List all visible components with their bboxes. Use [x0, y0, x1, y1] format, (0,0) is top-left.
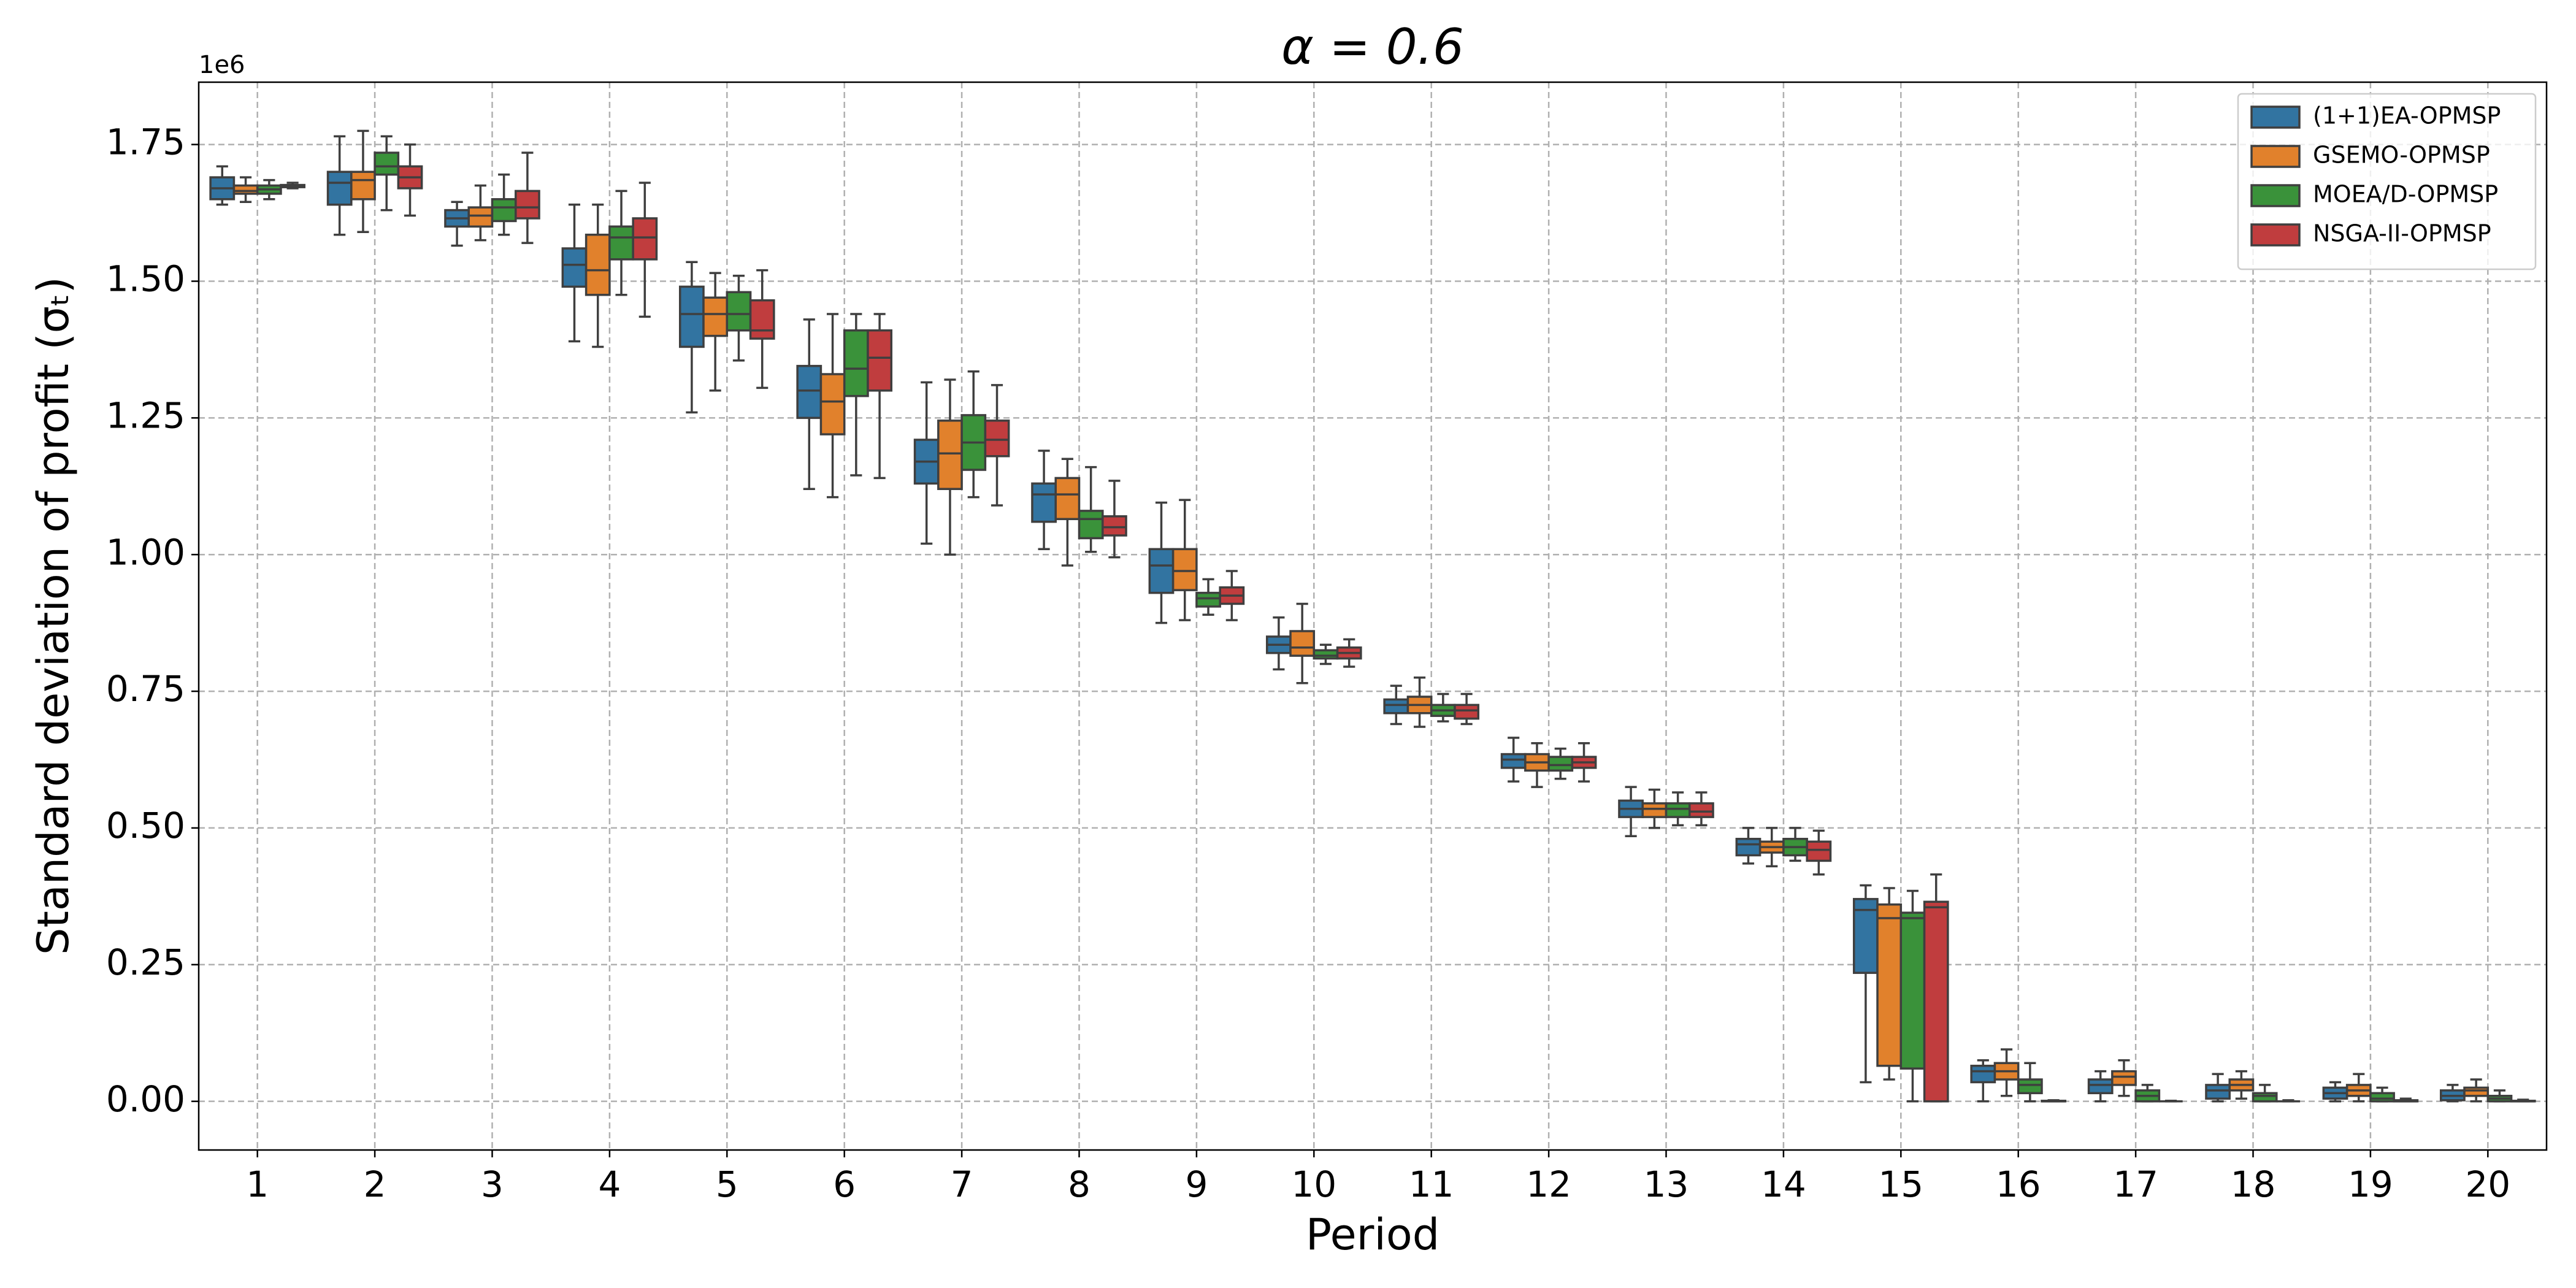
box: [326, 171, 353, 206]
box: [1547, 756, 1574, 772]
box: [1876, 903, 1903, 1067]
x-axis-label: Period: [1306, 1209, 1439, 1260]
y-offset-label: 1e6: [199, 51, 245, 79]
y-tick-label: 0.00: [106, 1078, 185, 1120]
box: [585, 233, 611, 296]
box: [1641, 802, 1668, 818]
box: [726, 291, 752, 332]
x-tick-label: 5: [716, 1163, 738, 1205]
legend-label: GSEMO-OPMSP: [2313, 142, 2490, 169]
box: [1735, 838, 1761, 857]
x-tick-label: 6: [833, 1163, 856, 1205]
y-tick-label: 0.50: [106, 805, 185, 846]
legend-label: (1+1)EA-OPMSP: [2313, 102, 2501, 129]
box: [819, 373, 846, 435]
y-tick-label: 0.75: [106, 668, 185, 710]
box: [2111, 1070, 2137, 1086]
box: [2369, 1092, 2395, 1103]
box: [1665, 802, 1691, 818]
box: [232, 184, 259, 195]
box: [632, 217, 658, 261]
box: [467, 206, 494, 228]
box: [1500, 753, 1527, 769]
x-tick-label: 19: [2348, 1163, 2393, 1205]
box: [1689, 802, 1714, 818]
box: [1383, 698, 1409, 715]
box: [702, 296, 729, 337]
box: [1806, 840, 1832, 862]
box: [937, 420, 963, 490]
legend-swatch: [2250, 184, 2301, 207]
x-tick-label: 4: [598, 1163, 621, 1205]
legend-label: NSGA-II-OPMSP: [2313, 220, 2491, 247]
x-tick-label: 15: [1878, 1163, 1923, 1205]
x-tick-label: 8: [1068, 1163, 1091, 1205]
box: [2252, 1092, 2278, 1103]
box: [867, 329, 893, 392]
box: [2087, 1078, 2114, 1095]
box: [796, 364, 822, 420]
chart-title: α = 0.6: [1281, 18, 1464, 75]
y-tick-label: 1.75: [106, 121, 185, 163]
box: [491, 198, 517, 223]
box: [1195, 591, 1221, 608]
box: [2205, 1084, 2231, 1100]
x-tick-label: 7: [951, 1163, 973, 1205]
box: [1923, 900, 1949, 1103]
y-tick-label: 1.25: [106, 394, 185, 436]
box: [1454, 703, 1480, 720]
x-tick-label: 2: [364, 1163, 386, 1205]
x-tick-label: 9: [1185, 1163, 1208, 1205]
legend-frame: [2237, 93, 2537, 270]
legend-swatch: [2250, 145, 2301, 168]
y-tick-label: 0.25: [106, 941, 185, 983]
x-tick-label: 20: [2465, 1163, 2510, 1205]
box: [1970, 1064, 1996, 1084]
box: [350, 171, 376, 201]
x-tick-label: 17: [2113, 1163, 2158, 1205]
x-tick-label: 10: [1291, 1163, 1336, 1205]
box: [1078, 510, 1104, 540]
box: [1054, 477, 1081, 521]
box: [749, 299, 775, 340]
box: [1148, 548, 1175, 594]
y-tick-label: 1.50: [106, 258, 185, 300]
box: [678, 285, 705, 348]
x-tick-label: 1: [246, 1163, 269, 1205]
box: [2017, 1078, 2043, 1095]
x-tick-label: 12: [1526, 1163, 1571, 1205]
x-tick-label: 16: [1996, 1163, 2041, 1205]
x-tick-label: 3: [481, 1163, 504, 1205]
box: [374, 151, 400, 176]
y-tick-label: 1.00: [106, 531, 185, 573]
box: [1313, 649, 1339, 660]
y-axis-label: Standard deviation of profit (σₜ): [28, 277, 79, 955]
box: [1899, 911, 1926, 1070]
legend: (1+1)EA-OPMSP GSEMO-OPMSP MOEA/D-OPMSP NSGA…: [2237, 93, 2537, 270]
box: [2463, 1086, 2490, 1097]
x-tick-label: 13: [1644, 1163, 1689, 1205]
x-tick-label: 14: [1761, 1163, 1806, 1205]
legend-swatch: [2250, 105, 2301, 129]
box: [1102, 515, 1127, 537]
box: [608, 225, 634, 261]
box: [515, 190, 540, 220]
x-tick-label: 11: [1409, 1163, 1454, 1205]
legend-swatch: [2250, 223, 2301, 247]
plot-frame: [197, 81, 2548, 1151]
box: [561, 247, 588, 288]
box: [1289, 630, 1316, 657]
box: [984, 420, 1010, 458]
legend-label: MOEA/D-OPMSP: [2313, 181, 2498, 208]
box: [1171, 548, 1198, 591]
box: [1031, 482, 1057, 523]
x-tick-label: 18: [2231, 1163, 2276, 1205]
box: [843, 329, 869, 397]
